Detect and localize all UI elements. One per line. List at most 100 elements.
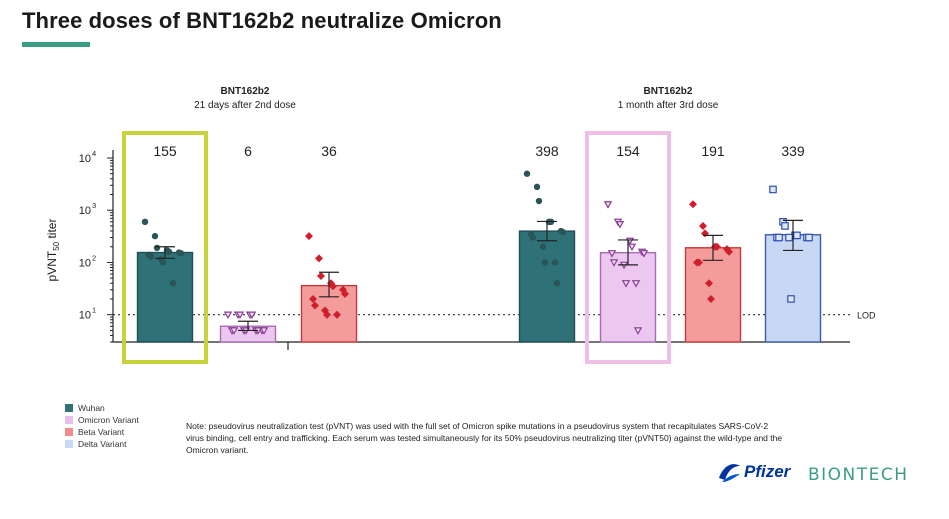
legend-swatch [65, 416, 73, 424]
legend-item: Omicron Variant [65, 414, 139, 426]
data-point [705, 279, 713, 288]
data-point [539, 243, 547, 250]
legend-label: Delta Variant [78, 439, 127, 449]
group-subtitle: 21 days after 2nd dose [194, 100, 296, 111]
value-label: 154 [616, 143, 640, 159]
data-point [633, 327, 643, 335]
title-accent-bar [22, 42, 90, 47]
footnote: Note: pseudovirus neutralization test (p… [186, 421, 783, 455]
bar-group: 191 [684, 143, 742, 343]
y-axis-label: pVNT50 titer [45, 219, 61, 282]
lod-label: LOD [857, 311, 876, 321]
data-point [317, 272, 325, 281]
y-tick-label-exponent: 4 [92, 149, 96, 158]
group-title: BNT162b2 [221, 86, 270, 97]
data-point [603, 201, 613, 209]
data-point [707, 294, 715, 303]
data-point [607, 250, 617, 258]
data-point [341, 289, 349, 298]
data-point [151, 232, 159, 240]
y-tick-label-exponent: 2 [92, 253, 96, 262]
data-point [551, 259, 559, 266]
data-point [609, 259, 619, 267]
y-tick-label-base: 10 [79, 257, 91, 269]
bar-group: 155 [136, 143, 194, 343]
data-point [315, 254, 323, 263]
data-point [153, 244, 161, 252]
data-point [553, 280, 561, 287]
chart-legend: Wuhan Omicron Variant Beta Variant Delta Va… [65, 402, 139, 450]
data-point [701, 229, 709, 238]
data-point [785, 233, 793, 242]
data-point [775, 233, 783, 242]
bar-group: 154 [599, 143, 657, 343]
bar-group: 36 [300, 143, 358, 343]
data-point [559, 228, 567, 236]
pfizer-wordmark: Pfizer [744, 462, 791, 481]
data-point [787, 295, 795, 303]
data-point [329, 282, 337, 291]
data-point [247, 311, 257, 320]
bar [136, 251, 194, 343]
value-label: 6 [244, 143, 252, 159]
data-point [805, 233, 813, 242]
legend-label: Omicron Variant [78, 415, 139, 425]
value-label: 398 [535, 143, 559, 159]
data-point [627, 243, 637, 252]
bar-group: 339 [764, 143, 822, 343]
y-tick-label-exponent: 3 [92, 201, 96, 210]
y-tick-label-base: 10 [79, 310, 91, 322]
bar [599, 251, 657, 343]
bar-group: 398 [518, 143, 576, 343]
legend-item: Delta Variant [65, 438, 139, 450]
data-point [615, 221, 625, 229]
highlight-box [122, 131, 208, 364]
data-point [713, 242, 721, 251]
highlight-box [585, 131, 671, 364]
data-point [223, 311, 233, 320]
data-point [689, 200, 697, 209]
data-point [529, 234, 537, 241]
group-title: BNT162b2 [644, 86, 693, 97]
data-point [639, 250, 649, 258]
data-point [621, 280, 631, 288]
data-point [305, 232, 313, 241]
data-point [793, 231, 801, 240]
data-point [535, 197, 543, 205]
data-point [695, 258, 703, 267]
data-point [523, 170, 531, 177]
data-point [159, 259, 167, 266]
y-tick-label: 10 3 [79, 201, 96, 217]
legend-swatch [65, 440, 73, 448]
y-tick-label-exponent: 1 [92, 306, 96, 315]
group-subtitle: 1 month after 3rd dose [618, 100, 719, 111]
data-point [141, 218, 149, 226]
data-point [781, 222, 789, 230]
data-point [725, 247, 733, 256]
y-tick-label: 10 2 [79, 253, 96, 269]
data-point [235, 311, 245, 320]
biontech-logo: BIONTECH [808, 465, 909, 485]
data-point [147, 253, 155, 260]
legend-swatch [65, 428, 73, 436]
y-tick-label-base: 10 [79, 205, 91, 217]
data-point [309, 294, 317, 303]
value-label: 36 [321, 143, 337, 159]
y-tick-label: 10 1 [79, 306, 96, 322]
pfizer-logo: Pfizer [716, 460, 790, 484]
y-tick-label: 10 4 [79, 149, 96, 165]
value-label: 155 [153, 143, 177, 159]
bar [764, 234, 822, 343]
data-point [769, 185, 777, 194]
legend-item: Wuhan [65, 402, 139, 414]
bar [518, 230, 576, 343]
data-point [165, 248, 173, 255]
legend-label: Wuhan [78, 403, 105, 413]
value-label: 191 [701, 143, 725, 159]
legend-item: Beta Variant [65, 426, 139, 438]
legend-label: Beta Variant [78, 427, 125, 437]
data-point [177, 250, 185, 257]
data-point [333, 310, 341, 319]
data-point [631, 280, 641, 288]
